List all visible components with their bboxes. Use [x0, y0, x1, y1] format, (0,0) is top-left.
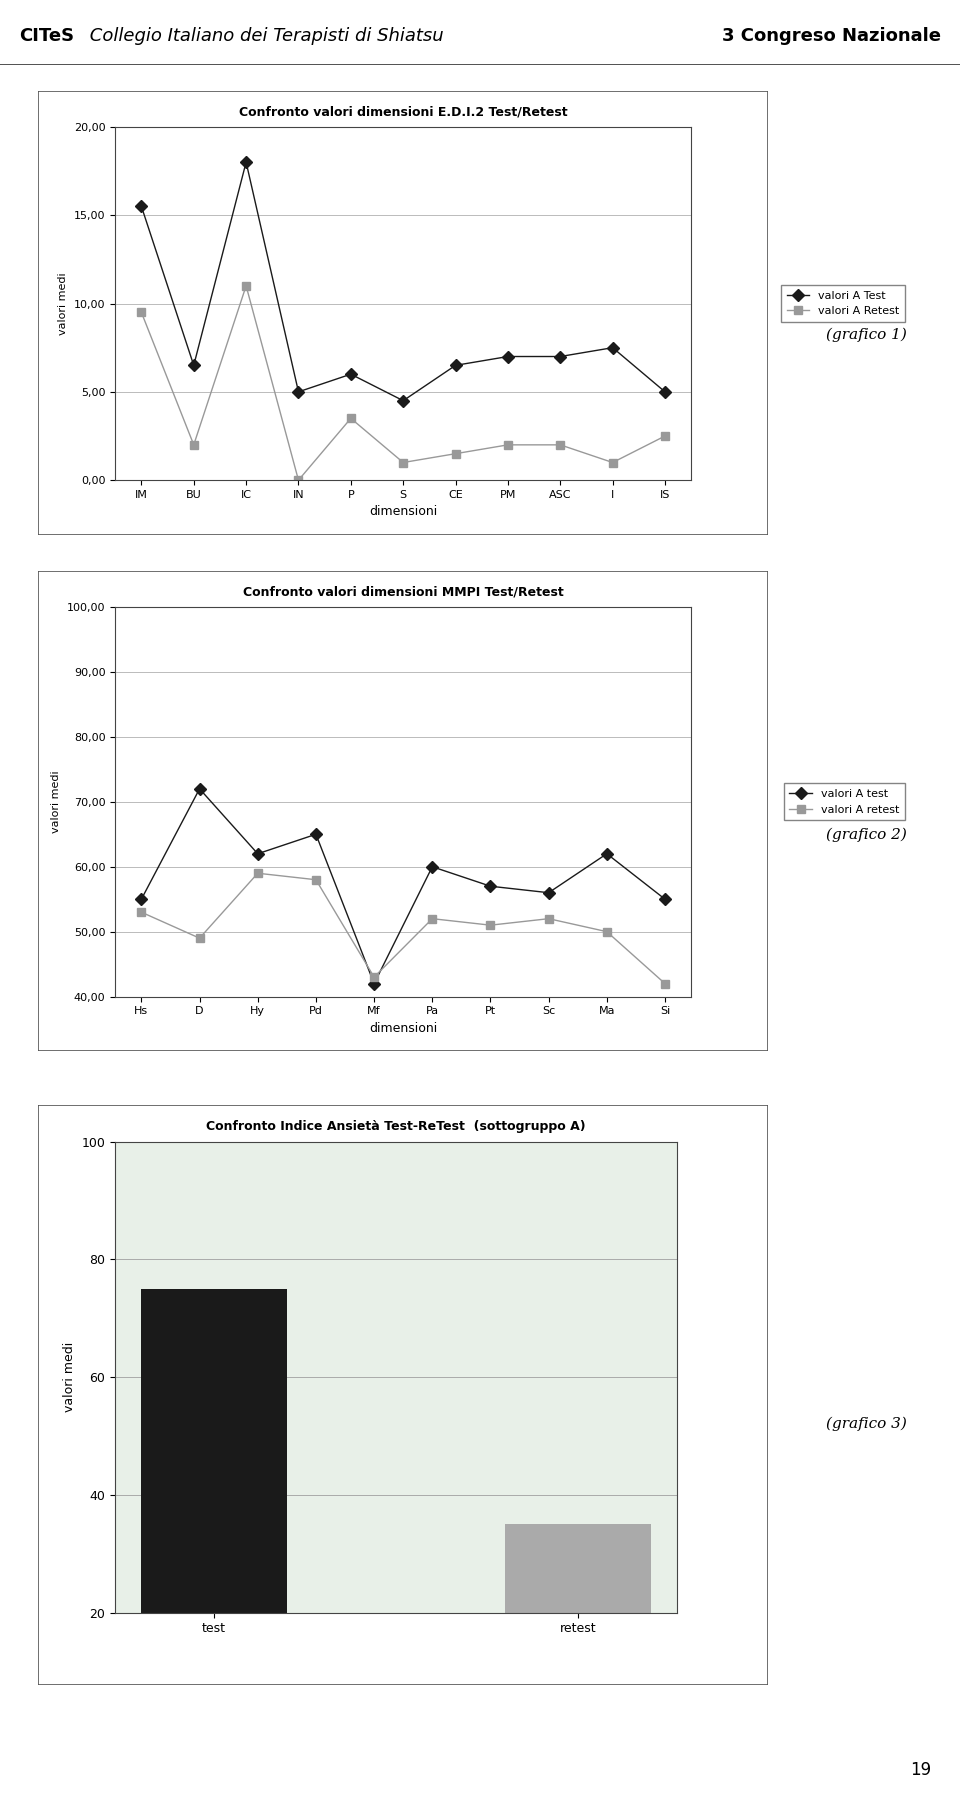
Title: Confronto Indice Ansietà Test-ReTest  (sottogruppo A): Confronto Indice Ansietà Test-ReTest (so… — [206, 1120, 586, 1134]
valori A retest — [660, 973, 671, 995]
valori A Retest — [502, 435, 514, 457]
valori A retest — [310, 870, 322, 892]
Text: 19: 19 — [910, 1761, 931, 1779]
valori A Test — [345, 362, 356, 386]
Text: Collegio Italiano dei Terapisti di Shiatsu: Collegio Italiano dei Terapisti di Shiat… — [84, 27, 444, 45]
Title: Confronto valori dimensioni E.D.I.2 Test/Retest: Confronto valori dimensioni E.D.I.2 Test… — [239, 105, 567, 120]
valori A retest — [135, 901, 147, 922]
valori A test — [485, 875, 496, 897]
valori A Retest — [135, 301, 147, 323]
valori A test — [135, 888, 147, 910]
Text: (grafico 3): (grafico 3) — [826, 1417, 906, 1431]
valori A Test — [240, 152, 252, 174]
Text: (grafico 2): (grafico 2) — [826, 828, 906, 843]
valori A test — [660, 888, 671, 910]
valori A test — [426, 855, 438, 877]
valori A Retest — [555, 435, 566, 457]
valori A test — [252, 843, 263, 864]
valori A Test — [502, 346, 514, 368]
valori A retest — [601, 920, 612, 942]
valori A Retest — [240, 275, 252, 297]
valori A retest — [543, 908, 555, 930]
valori A Retest — [450, 442, 462, 464]
Legend: valori A Test, valori A Retest: valori A Test, valori A Retest — [781, 284, 904, 323]
Bar — [141, 1288, 287, 1730]
valori A test — [369, 973, 380, 995]
valori A Test — [450, 355, 462, 377]
Text: CITeS: CITeS — [19, 27, 74, 45]
valori A Retest — [188, 435, 200, 457]
valori A test — [194, 777, 205, 799]
Text: 3 Congreso Nazionale: 3 Congreso Nazionale — [722, 27, 941, 45]
Text: (grafico 1): (grafico 1) — [826, 328, 906, 342]
X-axis label: dimensioni: dimensioni — [369, 506, 438, 518]
valori A test — [543, 882, 555, 904]
Line: valori A Test: valori A Test — [137, 158, 669, 404]
valori A Test — [135, 196, 147, 217]
valori A Test — [607, 337, 618, 359]
valori A Retest — [293, 469, 304, 491]
Line: valori A Retest: valori A Retest — [137, 281, 669, 484]
valori A Test — [188, 355, 200, 377]
Line: valori A retest: valori A retest — [137, 870, 669, 988]
valori A Retest — [660, 426, 671, 448]
valori A test — [310, 823, 322, 844]
valori A retest — [252, 863, 263, 884]
Bar — [505, 1524, 651, 1730]
Y-axis label: valori medi: valori medi — [63, 1343, 76, 1412]
valori A Retest — [607, 451, 618, 473]
valori A retest — [426, 908, 438, 930]
valori A Test — [397, 390, 409, 411]
Legend: valori A test, valori A retest: valori A test, valori A retest — [784, 783, 904, 821]
Y-axis label: valori medi: valori medi — [59, 272, 68, 335]
valori A Retest — [397, 451, 409, 473]
Line: valori A test: valori A test — [137, 785, 669, 988]
valori A retest — [369, 966, 380, 988]
valori A Test — [660, 381, 671, 402]
X-axis label: dimensioni: dimensioni — [369, 1022, 438, 1035]
Title: Confronto valori dimensioni MMPI Test/Retest: Confronto valori dimensioni MMPI Test/Re… — [243, 585, 564, 600]
valori A test — [601, 843, 612, 864]
valori A retest — [485, 915, 496, 937]
Y-axis label: valori medi: valori medi — [52, 770, 61, 834]
valori A Test — [293, 381, 304, 402]
valori A Retest — [345, 408, 356, 429]
valori A Test — [555, 346, 566, 368]
valori A retest — [194, 928, 205, 949]
